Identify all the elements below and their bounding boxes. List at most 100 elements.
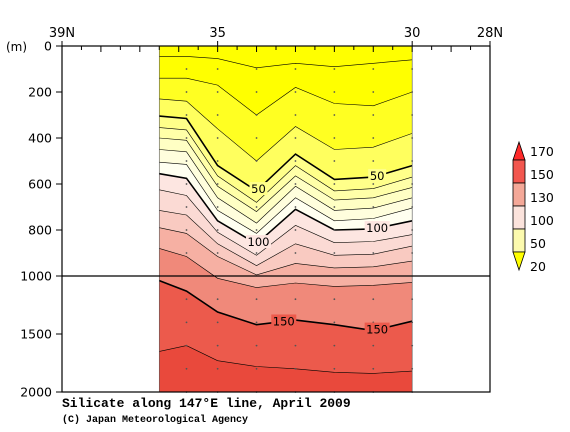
x-tick-label: 28N: [477, 26, 503, 41]
contour-line-80: [159, 149, 413, 224]
x-tick-label: 30: [404, 26, 421, 41]
contour-line-90: [159, 161, 413, 234]
colorbar-label: 100: [530, 213, 554, 228]
station-sample-dot: [294, 344, 297, 347]
contour-line-70: [159, 137, 413, 212]
contour-line-160: [159, 345, 413, 374]
station-sample-dot: [216, 252, 219, 254]
station-sample-dot: [294, 298, 297, 301]
band-70: [159, 138, 413, 224]
station-sample-dot: [216, 206, 219, 208]
contour-fill-layer: [159, 46, 413, 392]
y-axis-unit-label: (m): [6, 40, 27, 54]
colorbar-segment: [512, 228, 526, 253]
contour-label: 150: [366, 323, 388, 337]
band-50: [159, 116, 413, 203]
station-sample-dot: [255, 114, 258, 116]
y-tick-label: 400: [28, 131, 52, 146]
contour-label-bg: [368, 168, 387, 182]
station-sample-dot: [333, 91, 336, 93]
station-sample-dot: [294, 367, 297, 370]
contour-line-40: [159, 98, 413, 162]
station-sample-dot: [185, 114, 188, 116]
station-sample-dot: [216, 229, 219, 231]
station-sample-dot: [333, 137, 336, 139]
station-sample-dot: [216, 160, 219, 162]
station-sample-dot: [255, 229, 258, 231]
station-sample-dot: [372, 137, 375, 139]
band-140: [159, 248, 413, 331]
contour-label: 100: [248, 235, 270, 249]
station-sample-dot: [255, 344, 258, 347]
contour-label-bg: [271, 314, 297, 328]
y-tick-label: 2000: [20, 385, 52, 400]
station-sample-dot: [372, 344, 375, 347]
station-sample-dot: [372, 68, 375, 70]
station-sample-dot: [185, 298, 188, 301]
contour-label-bg: [364, 322, 390, 336]
station-sample-dot: [372, 367, 375, 370]
colorbar-label: 150: [530, 167, 554, 182]
band-30: [159, 78, 413, 161]
station-sample-dot: [294, 68, 297, 70]
station-sample-dot: [333, 183, 336, 185]
contour-label: 50: [251, 182, 266, 196]
station-sample-dot: [372, 114, 375, 116]
station-sample-dot: [185, 137, 188, 139]
band-80: [159, 149, 413, 234]
station-sample-dot: [294, 137, 297, 139]
station-sample-dot: [372, 183, 375, 185]
station-sample-dot: [255, 160, 258, 162]
station-sample-dot: [333, 321, 336, 324]
y-tick-label: 1000: [20, 269, 52, 284]
contour-line-50: [159, 115, 413, 192]
station-sample-dot: [216, 137, 219, 139]
station-sample-dot: [255, 298, 258, 301]
colorbar-bottom-arrow: [512, 251, 526, 272]
station-sample-dot: [294, 183, 297, 185]
y-tick-label: 1500: [20, 327, 52, 342]
station-sample-dot: [216, 114, 219, 116]
station-sample-dot: [255, 91, 258, 93]
station-sample-dot: [294, 206, 297, 208]
y-tick-label: 800: [28, 223, 52, 238]
colorbar-segment: [512, 205, 526, 230]
station-sample-dot: [333, 68, 336, 70]
station-sample-dot: [255, 367, 258, 370]
station-sample-dot: [372, 206, 375, 208]
colorbar-top-arrow: [512, 140, 526, 161]
station-sample-dot: [216, 68, 219, 70]
contour-label: 50: [370, 169, 385, 183]
station-sample-dot: [372, 252, 375, 254]
station-sample-dot: [333, 298, 336, 301]
station-sample-dot: [294, 229, 297, 231]
station-sample-dot: [372, 91, 375, 93]
station-sample-dot: [333, 206, 336, 208]
station-sample-dot: [294, 91, 297, 93]
station-sample-dot: [372, 298, 375, 301]
y-tick-label: 0: [44, 39, 52, 54]
contour-label: 100: [366, 221, 388, 235]
station-sample-dot: [185, 344, 188, 347]
contour-label: 150: [273, 314, 295, 328]
station-sample-dot: [333, 229, 336, 231]
colorbar-label: 50: [530, 236, 546, 251]
station-sample-dot: [185, 91, 188, 93]
station-sample-dot: [216, 367, 219, 370]
contour-line-20: [159, 56, 413, 69]
station-sample-dot: [185, 321, 188, 324]
station-sample-dot: [333, 252, 336, 254]
x-tick-label: 35: [209, 26, 226, 41]
station-sample-dot: [333, 160, 336, 162]
station-sample-dot: [255, 206, 258, 208]
colorbar-label: 170: [530, 144, 554, 159]
station-sample-dot: [185, 68, 188, 70]
band-130: [159, 227, 413, 288]
station-sample-dot: [185, 252, 188, 254]
axes-layer: 39N 35 30 28N 0 200 400 600 800 1000 1500 2000: [20, 26, 503, 400]
contour-line-30: [159, 77, 413, 116]
contour-label-bg: [249, 182, 268, 196]
contour-line-60: [159, 127, 413, 203]
colorbar-label: 130: [530, 190, 554, 205]
